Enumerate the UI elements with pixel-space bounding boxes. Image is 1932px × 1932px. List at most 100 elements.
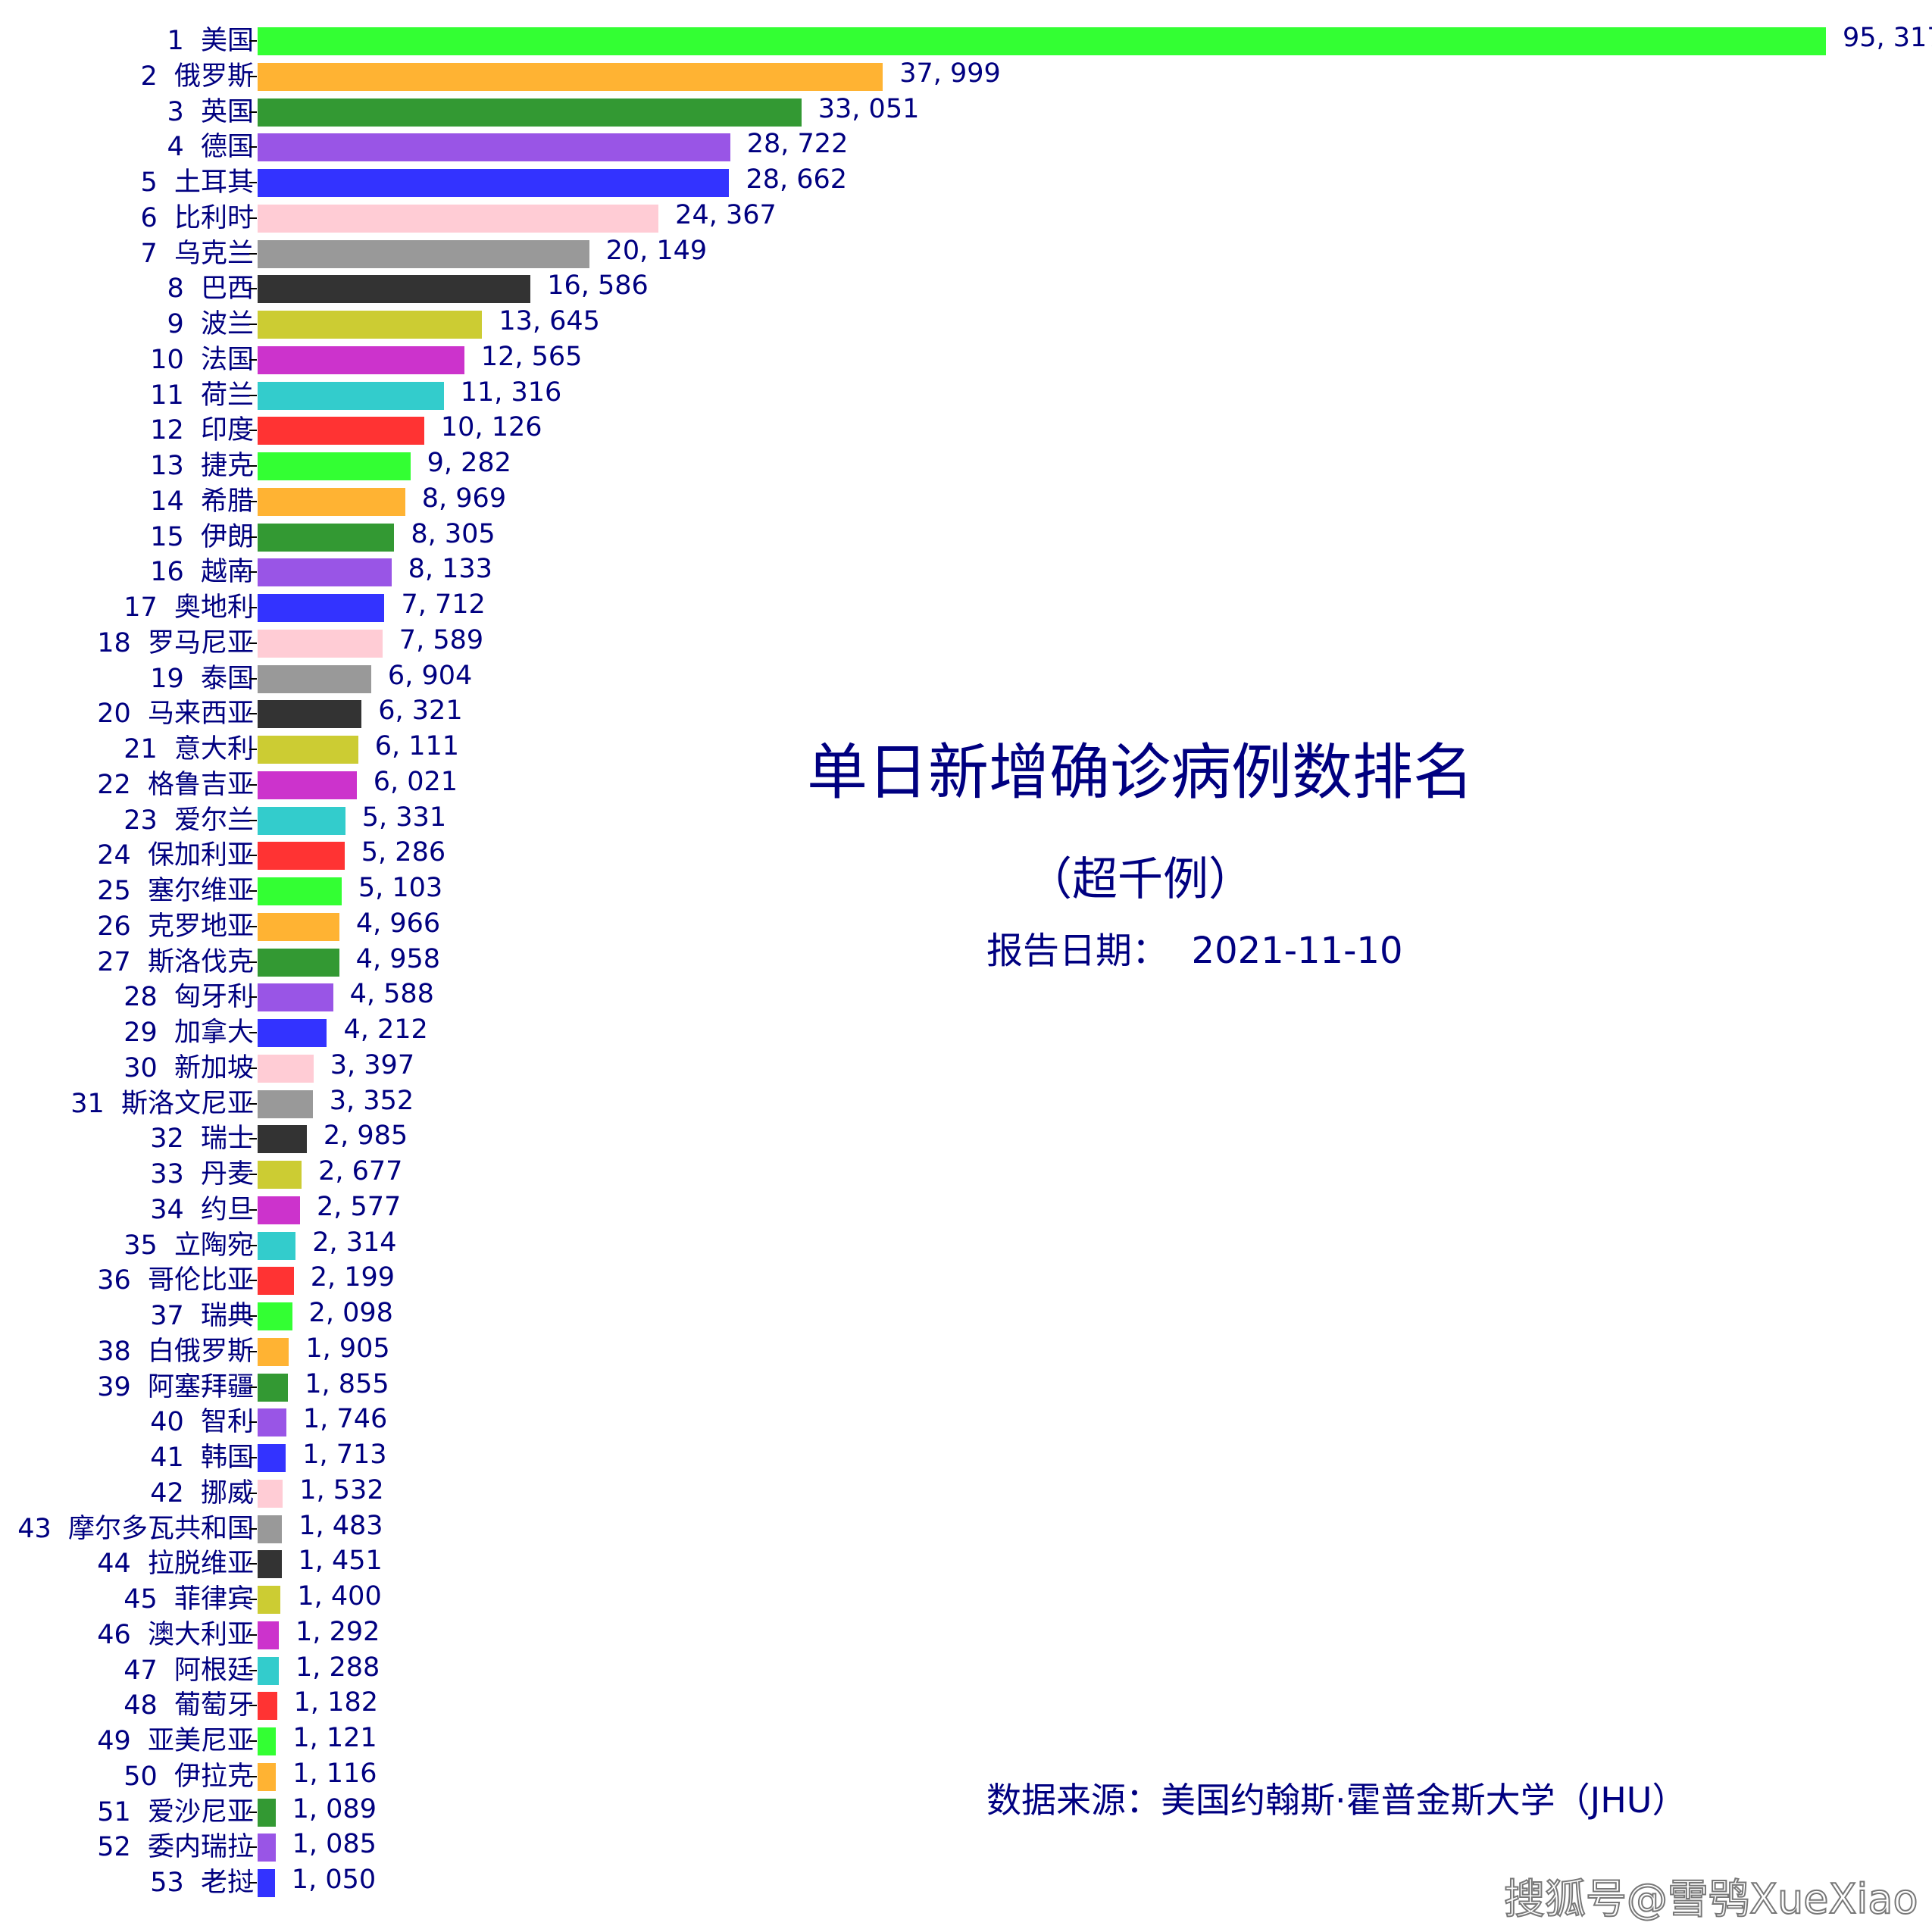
bar xyxy=(258,62,883,91)
bar xyxy=(258,1125,307,1154)
data-label: 20, 149 xyxy=(605,235,708,266)
data-label: 5, 286 xyxy=(361,837,446,868)
data-label: 7, 589 xyxy=(399,624,484,655)
bar xyxy=(258,771,357,799)
bar xyxy=(258,1656,279,1685)
bar xyxy=(258,133,730,162)
bar xyxy=(258,806,345,835)
category-label: 19 泰国 xyxy=(150,663,254,694)
y-tick xyxy=(249,783,257,786)
category-label: 40 智利 xyxy=(150,1407,254,1438)
data-label: 1, 050 xyxy=(291,1865,377,1895)
data-label: 4, 212 xyxy=(343,1014,428,1045)
y-tick xyxy=(249,1527,257,1530)
bar xyxy=(258,1054,314,1083)
data-label: 4, 588 xyxy=(349,979,434,1010)
category-label: 51 爱沙尼亚 xyxy=(97,1796,254,1827)
bar xyxy=(258,1762,277,1791)
y-tick xyxy=(249,961,257,963)
data-label: 2, 199 xyxy=(310,1262,395,1293)
data-label: 2, 098 xyxy=(308,1298,393,1328)
category-label: 18 罗马尼亚 xyxy=(97,627,254,658)
category-label: 45 菲律宾 xyxy=(123,1584,254,1615)
bar xyxy=(258,27,1826,55)
bar xyxy=(258,239,589,268)
category-label: 13 捷克 xyxy=(150,451,254,481)
chart-subtitle: （超千例） xyxy=(1027,853,1254,906)
bar xyxy=(258,523,395,552)
category-label: 47 阿根廷 xyxy=(123,1655,254,1686)
bar xyxy=(258,664,371,693)
category-label: 42 挪威 xyxy=(150,1477,254,1508)
bar xyxy=(258,877,342,905)
y-tick xyxy=(249,642,257,644)
bar xyxy=(258,736,358,764)
data-label: 9, 282 xyxy=(427,448,511,478)
bar xyxy=(258,1834,276,1862)
y-tick xyxy=(249,1032,257,1033)
data-label: 11, 316 xyxy=(460,377,562,408)
bar xyxy=(258,1550,282,1579)
data-label: 2, 577 xyxy=(316,1191,402,1222)
y-tick xyxy=(249,749,257,750)
data-label: 7, 712 xyxy=(401,589,486,620)
chart-title: 单日新增确诊病例数排名 xyxy=(807,737,1474,808)
data-label: 24, 367 xyxy=(675,199,777,230)
data-label: 5, 103 xyxy=(358,873,443,903)
category-label: 7 乌克兰 xyxy=(140,238,254,269)
bar xyxy=(258,842,345,871)
y-tick xyxy=(249,1633,257,1636)
category-label: 28 匈牙利 xyxy=(123,982,254,1013)
data-label: 28, 662 xyxy=(746,164,848,195)
data-label: 1, 292 xyxy=(295,1616,380,1647)
category-label: 49 亚美尼亚 xyxy=(97,1726,254,1756)
bar xyxy=(258,983,333,1012)
y-tick xyxy=(249,358,257,361)
data-label: 37, 999 xyxy=(899,58,1001,89)
data-label: 1, 116 xyxy=(292,1758,377,1789)
data-label: 1, 400 xyxy=(297,1581,382,1612)
category-label: 44 拉脱维亚 xyxy=(97,1549,254,1580)
category-label: 50 伊拉克 xyxy=(123,1761,254,1792)
bar xyxy=(258,1444,286,1472)
category-label: 34 约旦 xyxy=(150,1194,254,1225)
y-tick xyxy=(249,1174,257,1175)
bar xyxy=(258,1019,327,1047)
bar xyxy=(258,204,659,233)
y-tick xyxy=(249,75,257,77)
data-label: 10, 126 xyxy=(440,412,542,443)
y-tick xyxy=(249,1421,257,1424)
y-tick xyxy=(249,1315,257,1317)
y-tick xyxy=(249,571,257,574)
data-label: 1, 855 xyxy=(305,1368,389,1399)
category-label: 16 越南 xyxy=(150,557,254,588)
data-label: 1, 451 xyxy=(298,1546,383,1577)
bar xyxy=(258,1161,302,1189)
category-label: 22 格鲁吉亚 xyxy=(97,769,254,800)
data-label: 1, 085 xyxy=(292,1829,377,1860)
category-label: 37 瑞典 xyxy=(150,1301,254,1331)
data-label: 1, 288 xyxy=(295,1652,380,1683)
y-tick xyxy=(249,1492,257,1494)
data-source: 数据来源：美国约翰斯·霍普金斯大学（JHU） xyxy=(986,1780,1687,1821)
data-label: 4, 966 xyxy=(355,908,441,939)
category-label: 5 土耳其 xyxy=(140,167,254,198)
bar xyxy=(258,1373,289,1402)
y-tick xyxy=(249,1244,257,1246)
category-label: 41 韩国 xyxy=(150,1443,254,1473)
y-tick xyxy=(249,1599,257,1600)
y-tick xyxy=(249,40,257,42)
data-label: 6, 321 xyxy=(378,696,463,727)
bar xyxy=(258,1302,292,1330)
data-label: 6, 904 xyxy=(387,660,473,691)
bar xyxy=(258,629,383,658)
category-label: 3 英国 xyxy=(167,96,254,127)
category-label: 43 摩尔多瓦共和国 xyxy=(17,1513,254,1544)
category-label: 25 塞尔维亚 xyxy=(97,876,254,906)
bar xyxy=(258,275,531,304)
y-tick xyxy=(249,288,257,290)
data-label: 13, 645 xyxy=(499,306,600,336)
category-label: 9 波兰 xyxy=(167,309,254,339)
bar xyxy=(258,1089,313,1118)
data-label: 16, 586 xyxy=(547,270,649,302)
